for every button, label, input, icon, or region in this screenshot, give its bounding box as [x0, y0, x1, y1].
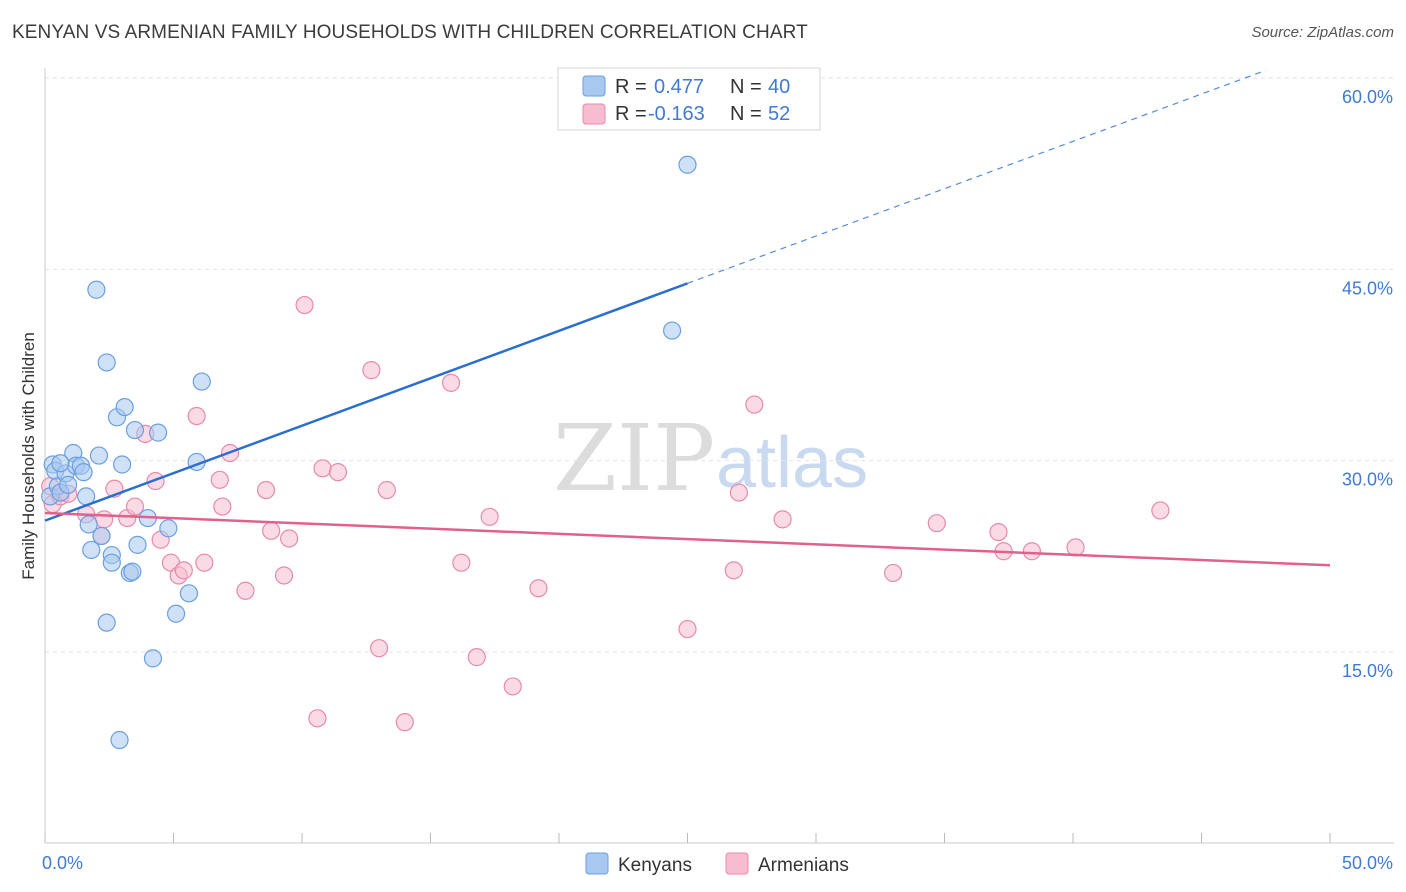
- armenians-point-28: [328, 463, 348, 482]
- armenians-point-29: [362, 361, 381, 380]
- legend-r-label-armenians: R =: [615, 103, 647, 125]
- x-tick-label-0: 0.0%: [42, 853, 83, 873]
- legend-n-label-armenians: N =: [730, 103, 762, 125]
- armenians-point-17: [210, 470, 229, 489]
- y-tick-labels: 15.0% 30.0% 45.0% 60.0%: [1342, 87, 1393, 681]
- kenyans-point-6: [59, 475, 78, 495]
- kenyans-point-39: [51, 454, 70, 473]
- kenyans-point-22: [110, 730, 129, 750]
- kenyans-point-15: [89, 446, 109, 465]
- legend-n-value-armenians: 52: [768, 103, 790, 125]
- kenyans-point-26: [123, 562, 142, 581]
- kenyans-point-38: [662, 321, 682, 340]
- y-tick-label-3: 60.0%: [1342, 87, 1393, 107]
- armenians-point-42: [745, 395, 764, 414]
- x-tick-label-1: 50.0%: [1342, 853, 1393, 873]
- armenians-point-23: [274, 566, 294, 585]
- kenyans-point-18: [97, 613, 116, 632]
- legend-n-label-kenyans: N =: [730, 76, 762, 98]
- trend-lines: [44, 69, 1331, 567]
- kenyans-point-16: [92, 526, 111, 546]
- series-legend: Kenyans Armenians: [585, 852, 849, 876]
- kenyans-trend-line: [44, 282, 688, 522]
- armenians-point-26: [308, 709, 327, 728]
- armenians-point-37: [503, 677, 522, 696]
- armenians-point-33: [441, 373, 461, 392]
- armenians-point-20: [236, 581, 255, 600]
- armenians-point-50: [1151, 501, 1170, 520]
- armenians-point-36: [480, 507, 499, 526]
- y-tick-label-2: 45.0%: [1342, 278, 1393, 298]
- armenians-point-40: [724, 561, 743, 580]
- axes: [44, 68, 1394, 844]
- armenians-point-45: [927, 514, 946, 533]
- kenyans-point-36: [192, 372, 211, 391]
- armenians-trend-line: [44, 511, 1331, 567]
- bottom-legend-swatch-kenyans: [585, 852, 609, 875]
- kenyans-point-23: [112, 455, 132, 474]
- legend-swatch-kenyans: [582, 75, 606, 97]
- armenians-point-31: [377, 480, 396, 500]
- kenyans-point-14: [87, 280, 106, 299]
- chart-title: KENYAN VS ARMENIAN FAMILY HOUSEHOLDS WIT…: [12, 22, 808, 43]
- armenians-point-4: [95, 510, 114, 529]
- kenyans-point-30: [143, 649, 163, 668]
- watermark-zip: ZIP: [553, 405, 715, 512]
- kenyans-point-24: [115, 397, 134, 417]
- armenians-point-48: [1022, 542, 1041, 561]
- armenians-point-43: [773, 510, 792, 529]
- kenyans-point-37: [678, 155, 697, 174]
- armenians-point-39: [678, 619, 697, 639]
- kenyans-trend-extension: [687, 69, 1266, 284]
- legend-swatch-armenians: [582, 103, 606, 125]
- armenians-point-8: [125, 497, 145, 516]
- watermark: ZIP atlas: [553, 405, 868, 512]
- legend-r-label-kenyans: R =: [615, 76, 647, 98]
- armenians-point-49: [1066, 538, 1085, 557]
- armenians-point-41: [729, 483, 749, 502]
- armenians-point-32: [395, 713, 414, 732]
- bottom-legend-label-kenyans: Kenyans: [618, 855, 692, 876]
- kenyans-point-20: [102, 553, 121, 572]
- bottom-legend-swatch-armenians: [725, 852, 749, 875]
- kenyans-point-32: [159, 519, 178, 538]
- armenians-point-34: [452, 553, 471, 572]
- armenians-point-24: [280, 529, 299, 548]
- kenyans-point-34: [179, 584, 199, 603]
- armenians-point-15: [187, 406, 206, 426]
- chart-source: Source: ZipAtlas.com: [1251, 24, 1394, 41]
- legend-n-value-kenyans: 40: [768, 76, 790, 98]
- x-tick-labels: 0.0% 50.0%: [42, 853, 1393, 873]
- gridlines: [45, 77, 1394, 653]
- correlation-legend: R = 0.477 N = 40 R = -0.163 N = 52: [557, 67, 821, 131]
- armenians-series: [41, 295, 1170, 732]
- armenians-point-38: [529, 579, 548, 598]
- kenyans-point-33: [166, 604, 186, 623]
- bottom-legend-label-armenians: Armenians: [758, 855, 849, 876]
- legend-r-value-armenians: -0.163: [648, 103, 705, 125]
- kenyans-point-17: [97, 353, 116, 372]
- legend-r-value-kenyans: 0.477: [654, 76, 704, 98]
- kenyans-point-28: [128, 535, 147, 554]
- armenians-point-16: [195, 553, 214, 572]
- armenians-point-14: [174, 561, 193, 580]
- y-tick-label-0: 15.0%: [1342, 661, 1393, 681]
- kenyans-point-31: [148, 423, 168, 442]
- armenians-point-44: [883, 563, 903, 583]
- y-axis-title: Family Households with Children: [19, 332, 38, 580]
- kenyans-point-13: [82, 540, 101, 560]
- y-tick-label-1: 30.0%: [1342, 470, 1393, 490]
- armenians-point-30: [370, 639, 389, 658]
- armenians-point-18: [213, 497, 232, 516]
- armenians-point-46: [989, 522, 1008, 542]
- armenians-point-27: [313, 459, 332, 478]
- armenians-point-21: [256, 480, 276, 500]
- armenians-point-22: [262, 521, 281, 540]
- kenyans-point-10: [74, 463, 93, 482]
- armenians-point-25: [295, 295, 314, 315]
- kenyans-point-27: [125, 420, 145, 440]
- armenians-point-35: [467, 648, 486, 667]
